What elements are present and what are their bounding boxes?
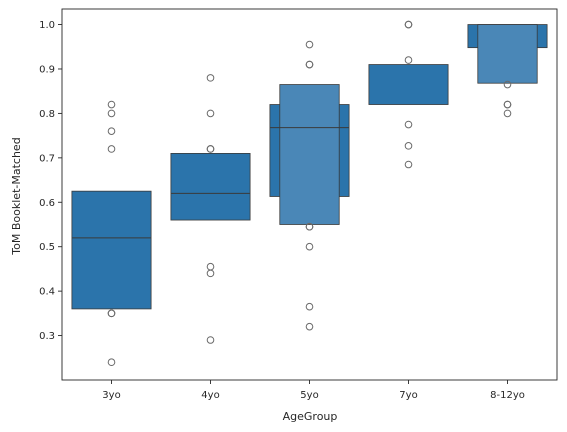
y-tick-label: 0.7 bbox=[39, 153, 55, 164]
outlier-point bbox=[404, 142, 413, 150]
x-tick-label: 8-12yo bbox=[490, 390, 525, 401]
y-tick-label: 0.4 bbox=[39, 287, 55, 298]
outlier-point bbox=[404, 160, 413, 169]
x-axis-label: AgeGroup bbox=[283, 410, 338, 423]
outlier-point bbox=[305, 302, 314, 311]
axis-ticks: 0.3 0.4 0.5 0.6 0.7 0.8 0.9 1.0 3yo 4yo 5yo 7yo 8-12… bbox=[39, 20, 525, 401]
outlier-point bbox=[305, 322, 314, 331]
x-tick-label: 3yo bbox=[102, 390, 120, 401]
y-tick-label: 0.9 bbox=[39, 64, 55, 75]
outlier-point bbox=[206, 336, 215, 344]
x-tick-label: 7yo bbox=[399, 390, 417, 401]
outlier-point bbox=[107, 309, 116, 318]
box-level-2 bbox=[279, 84, 340, 225]
y-tick-label: 0.6 bbox=[39, 198, 55, 209]
plot-area bbox=[71, 20, 548, 367]
outlier-point bbox=[503, 109, 512, 118]
group-7yo bbox=[368, 20, 449, 169]
group-8-12yo bbox=[467, 24, 548, 118]
outlier-point bbox=[206, 74, 215, 82]
box-level-1 bbox=[170, 153, 251, 221]
outlier-point bbox=[503, 80, 512, 89]
outlier-point bbox=[404, 120, 413, 129]
outlier-point bbox=[305, 60, 314, 69]
outlier-point bbox=[404, 56, 413, 64]
outlier-point bbox=[305, 242, 314, 251]
group-4yo bbox=[170, 74, 251, 344]
outlier-point bbox=[107, 109, 116, 118]
group-5yo bbox=[269, 40, 350, 331]
outlier-point bbox=[305, 222, 314, 231]
box-level-1 bbox=[71, 190, 152, 310]
y-tick-label: 0.8 bbox=[39, 109, 55, 120]
x-tick-label: 4yo bbox=[201, 390, 219, 401]
x-tick-label: 5yo bbox=[300, 390, 318, 401]
outlier-point bbox=[503, 100, 512, 109]
y-tick-label: 0.3 bbox=[39, 331, 55, 342]
box-level-1 bbox=[368, 64, 449, 105]
outlier-point bbox=[404, 20, 413, 29]
outlier-point bbox=[107, 127, 116, 135]
outlier-point bbox=[206, 262, 215, 271]
y-tick-label: 0.5 bbox=[39, 242, 55, 253]
outlier-point bbox=[206, 109, 215, 118]
outlier-point bbox=[107, 100, 116, 109]
y-tick-label: 1.0 bbox=[39, 20, 55, 31]
outlier-point bbox=[305, 40, 314, 49]
group-3yo bbox=[71, 100, 152, 367]
box-level-2 bbox=[477, 24, 538, 84]
outlier-point bbox=[206, 145, 215, 153]
outlier-point bbox=[107, 358, 116, 367]
y-axis-label: ToM Booklet-Matched bbox=[10, 137, 23, 255]
outlier-point bbox=[107, 145, 116, 153]
outlier-point bbox=[206, 269, 215, 278]
